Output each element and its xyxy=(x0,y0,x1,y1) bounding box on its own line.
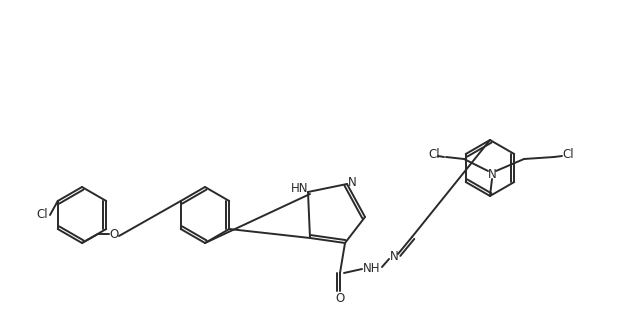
Text: O: O xyxy=(336,293,345,306)
Text: Cl: Cl xyxy=(428,148,440,161)
Text: NH: NH xyxy=(363,262,381,275)
Text: Cl: Cl xyxy=(36,209,48,222)
Text: N: N xyxy=(348,176,357,189)
Text: N: N xyxy=(487,168,496,181)
Text: O: O xyxy=(109,229,119,241)
Text: HN: HN xyxy=(292,183,309,196)
Text: Cl: Cl xyxy=(562,148,574,161)
Text: N: N xyxy=(390,251,398,264)
